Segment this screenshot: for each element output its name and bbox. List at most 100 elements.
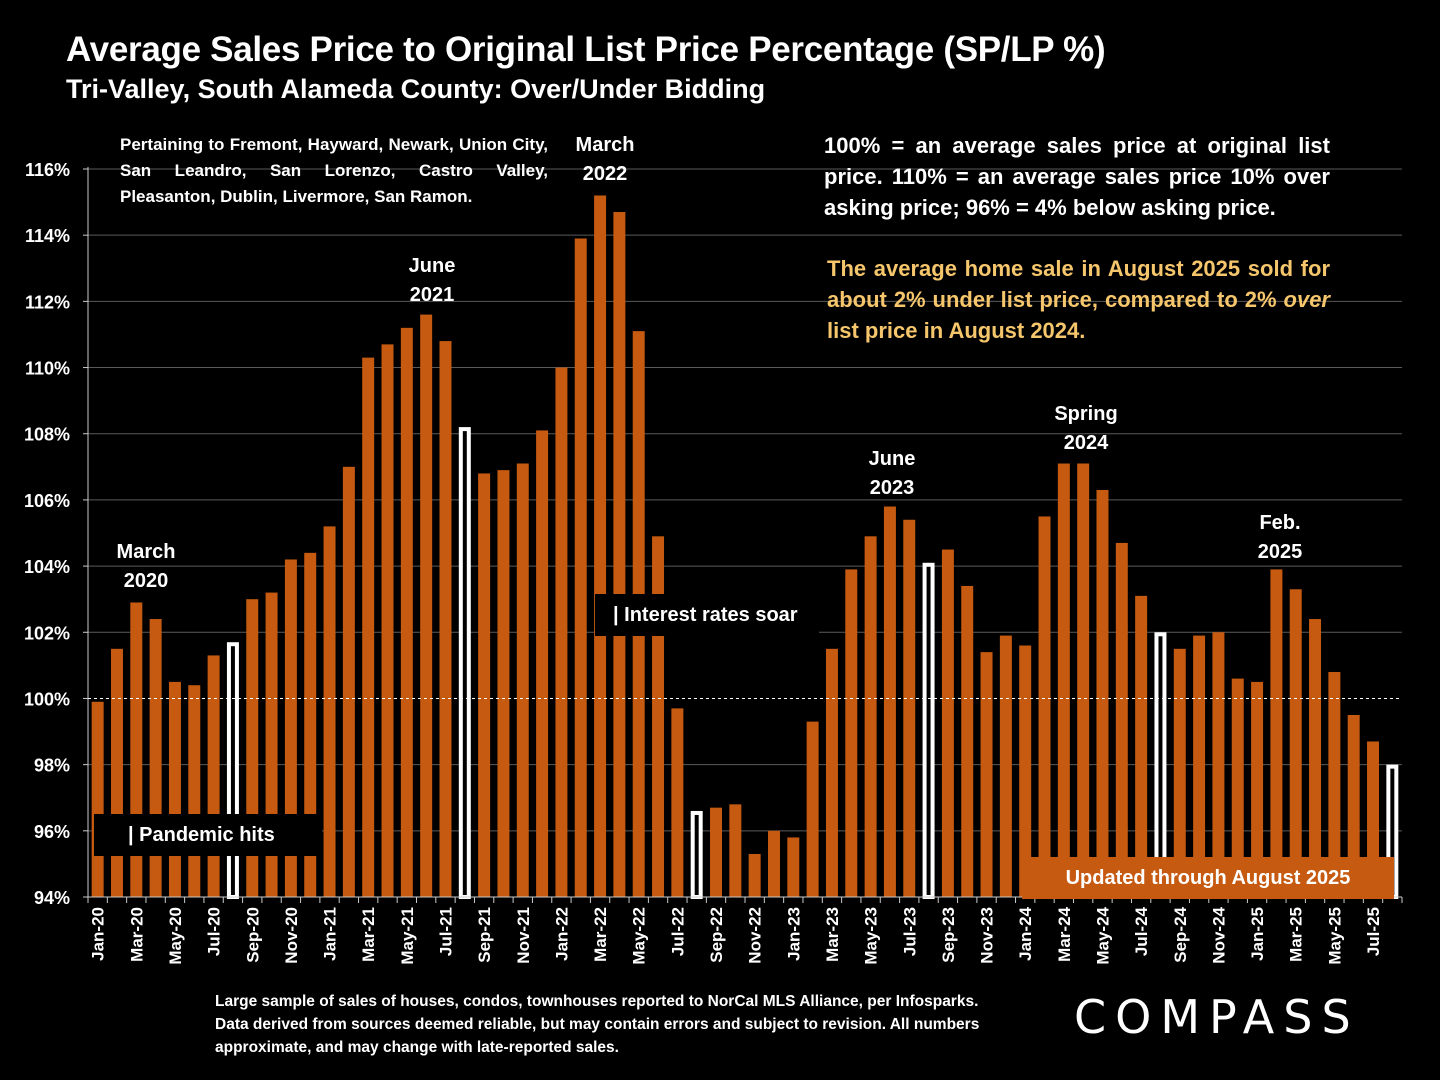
bar [1038,516,1051,897]
bar [710,807,723,897]
bar [806,721,819,897]
bar [1309,619,1322,897]
y-tick-label: 94% [34,888,70,908]
x-tick-label: Jul-24 [1132,906,1151,956]
x-tick-label: Jul-23 [900,907,919,956]
x-tick-label: Nov-21 [514,907,533,964]
x-tick-label: Mar-25 [1287,907,1306,962]
x-tick-label: Jan-20 [89,907,108,961]
bar [516,463,529,897]
annotation-line: Spring [1054,403,1118,425]
x-tick-label: Jul-21 [436,907,455,956]
x-tick-label: Mar-23 [823,907,842,962]
bar [1057,463,1070,897]
bar [1270,569,1283,897]
x-tick-label: Jan-22 [552,907,571,961]
bar [284,559,297,897]
bar [1077,463,1090,897]
annotation-march-2022: March 2022 [563,131,647,189]
bar [961,585,974,897]
bar [594,195,607,898]
annotation-line: June [868,448,916,470]
bar [1019,645,1032,897]
bar [1231,678,1244,897]
compass-logo: COMPASS [1074,990,1360,1044]
x-tick-label: Nov-20 [282,907,301,964]
x-tick-label: Sep-21 [475,907,494,963]
highlight-text-2: list price in August 2024. [827,318,1086,343]
bar [246,599,259,897]
bar [1135,595,1148,897]
bar-highlighted [690,810,703,899]
annotation-line: Feb. [1259,512,1301,534]
bar [613,212,626,897]
bar [864,536,877,897]
y-tick-label: 110% [25,359,70,379]
x-tick-label: Jan-25 [1248,907,1267,961]
x-tick-label: Jul-20 [205,907,224,956]
x-tick-label: Sep-23 [939,907,958,963]
bar [748,853,761,897]
bar [1289,589,1302,897]
highlight-text-1: The average home sale in August 2025 sol… [827,256,1330,312]
x-tick-label: Nov-22 [746,907,765,964]
bar [188,685,201,897]
bar [555,367,568,898]
bar [400,327,413,897]
y-tick-label: 100% [24,689,70,709]
bar [999,635,1012,897]
event-interest-rates-soar: | Interest rates soar [595,594,819,636]
bar [1251,681,1264,897]
bar-highlighted [458,427,471,899]
x-tick-label: May-24 [1093,906,1112,964]
x-tick-label: Jul-22 [668,907,687,956]
x-tick-label: Jul-25 [1364,907,1383,956]
x-tick-label: Mar-20 [127,907,146,962]
annotation-march-2020: March 2020 [104,538,188,596]
bar [845,569,858,897]
bar [323,526,336,897]
bar [1193,635,1206,897]
bar [1347,715,1360,897]
chart-subtitle: Tri-Valley, South Alameda County: Over/U… [66,74,766,104]
annotation-june-2021: June 2021 [392,252,472,310]
annotation-line: March [575,134,635,156]
bar [1096,489,1109,897]
bar [342,466,355,897]
event-pandemic-hits: | Pandemic hits [94,814,322,856]
bar [304,552,317,897]
highlight-note: The average home sale in August 2025 sol… [827,253,1330,346]
bar [478,473,491,897]
annotation-spring-2024: Spring 2024 [1042,400,1130,458]
bar [1367,741,1380,897]
highlight-text-italic: over [1283,287,1330,312]
y-tick-label: 112% [25,292,70,312]
bar [574,238,587,897]
bar [787,837,800,897]
bar [825,648,838,897]
bar [265,592,278,897]
x-tick-label: May-22 [630,907,649,965]
bar [1173,648,1186,897]
pertaining-note: Pertaining to Fremont, Hayward, Newark, … [120,135,548,206]
x-tick-label: Jan-21 [321,907,340,961]
annotation-line: June [408,255,456,277]
bars [91,195,1399,900]
source-footnote: Large sample of sales of houses, condos,… [215,993,980,1056]
bar [362,357,375,898]
updated-through-banner: Updated through August 2025 [1022,857,1394,899]
bar [1212,632,1225,897]
bar [729,804,742,897]
y-tick-label: 102% [24,623,70,643]
bar [381,344,394,897]
bar [941,549,954,897]
x-tick-label: Nov-24 [1209,906,1228,963]
bar [980,652,993,897]
bar [168,681,181,897]
bar [439,341,452,897]
bar [91,701,104,897]
explanation-note: 100% = an average sales price at origina… [824,133,1330,220]
bar [149,619,162,897]
x-tick-label: Mar-21 [359,907,378,962]
x-tick-label: May-20 [166,907,185,965]
